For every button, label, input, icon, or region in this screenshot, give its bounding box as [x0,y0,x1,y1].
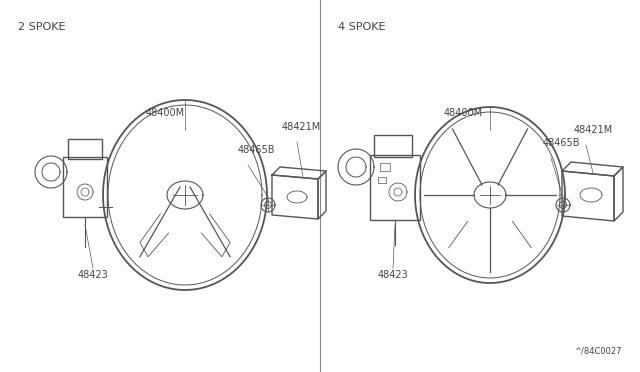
Text: 48421M: 48421M [282,122,321,132]
Text: 48423: 48423 [378,270,409,280]
Bar [68,139,102,159]
Bar [370,155,420,220]
Text: 48423: 48423 [78,270,109,280]
Bar [378,177,386,183]
Text: 48421M: 48421M [574,125,613,135]
Text: ^/84C0027: ^/84C0027 [575,346,622,355]
Text: 4 SPOKE: 4 SPOKE [338,22,385,32]
Text: 48400M: 48400M [145,108,184,118]
Text: 48400M: 48400M [444,108,483,118]
Text: 2 SPOKE: 2 SPOKE [18,22,65,32]
Bar [374,135,412,157]
Text: 48465B: 48465B [543,138,580,148]
Bar [380,163,390,171]
Text: 48465B: 48465B [238,145,275,155]
Bar [63,157,107,217]
